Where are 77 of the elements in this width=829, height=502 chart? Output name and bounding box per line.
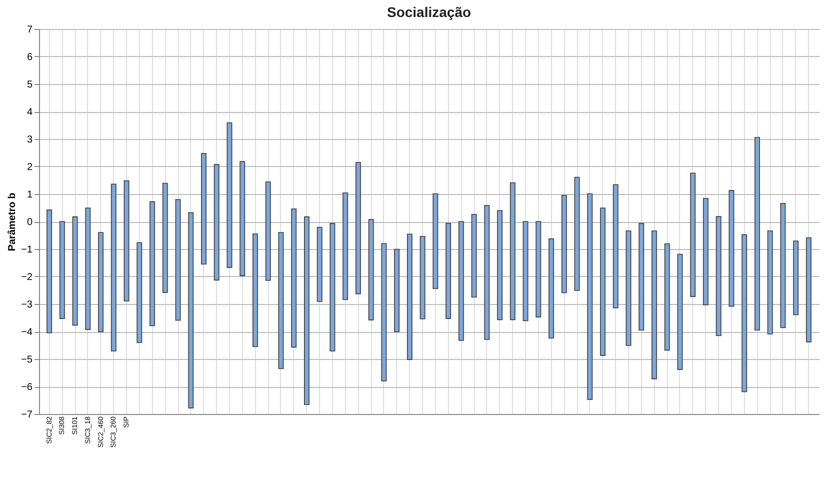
bar	[175, 199, 181, 321]
bar	[471, 214, 477, 298]
bar	[59, 221, 65, 319]
bar	[188, 212, 194, 408]
bar	[652, 230, 657, 380]
bar	[793, 240, 799, 316]
bar	[98, 232, 104, 332]
bar	[124, 180, 130, 302]
chart-title: Socialização	[386, 4, 472, 20]
y-tick-label: 0	[26, 217, 33, 228]
bar	[72, 216, 78, 326]
y-tick-label: −6	[21, 382, 33, 393]
bar	[278, 232, 284, 370]
bar	[458, 221, 464, 341]
bar	[754, 136, 760, 331]
bar	[780, 202, 786, 328]
bar	[510, 182, 516, 320]
bar	[46, 210, 52, 334]
bar	[446, 223, 452, 319]
bar	[484, 205, 490, 340]
y-tick-label: −2	[21, 272, 33, 283]
bar	[767, 230, 773, 334]
bar	[806, 237, 812, 342]
bar	[394, 248, 400, 332]
bar	[136, 242, 142, 343]
bar	[85, 208, 91, 330]
bar	[728, 190, 734, 307]
y-tick-label: 5	[26, 80, 33, 90]
bar	[742, 234, 748, 392]
bar	[368, 219, 374, 320]
bar	[522, 221, 528, 322]
bar	[420, 236, 426, 320]
bar	[664, 243, 670, 351]
bar	[574, 176, 580, 291]
y-tick-label: 6	[26, 52, 33, 63]
bar	[600, 208, 606, 356]
bar	[432, 193, 438, 289]
bar	[690, 172, 696, 297]
bar	[536, 221, 542, 318]
bar	[497, 210, 503, 320]
y-tick-label: −4	[21, 327, 33, 338]
bar	[406, 234, 412, 360]
bar	[638, 223, 644, 331]
y-tick-label: −1	[21, 244, 33, 256]
bar	[548, 238, 554, 338]
y-tick-label: 3	[26, 134, 33, 146]
bar	[612, 184, 618, 308]
bar	[201, 153, 206, 265]
bar	[716, 216, 722, 336]
bar	[162, 182, 168, 293]
bar	[240, 161, 246, 276]
y-tick-label: −7	[21, 410, 33, 420]
bar	[265, 182, 271, 281]
y-axis-title: Parâmetro b	[7, 192, 18, 252]
y-tick-label: 7	[26, 24, 33, 36]
bar	[316, 226, 322, 302]
y-tick-label: 1	[26, 190, 33, 200]
y-tick-label: 4	[26, 107, 33, 118]
bar	[110, 184, 116, 352]
bar	[355, 162, 361, 294]
bar	[304, 216, 310, 406]
bar	[226, 122, 232, 268]
bar	[330, 223, 336, 352]
bar	[214, 164, 220, 280]
bar	[626, 230, 632, 346]
bar	[342, 192, 348, 300]
bar	[252, 233, 258, 348]
bar	[703, 198, 708, 306]
y-tick-label: −3	[21, 300, 33, 310]
bar	[587, 193, 593, 400]
y-tick-label: −5	[21, 354, 33, 366]
y-tick-label: 2	[26, 162, 33, 173]
bar	[677, 254, 683, 370]
bar	[150, 201, 155, 326]
bar	[291, 208, 297, 348]
bar	[381, 243, 387, 382]
bar	[561, 194, 567, 294]
